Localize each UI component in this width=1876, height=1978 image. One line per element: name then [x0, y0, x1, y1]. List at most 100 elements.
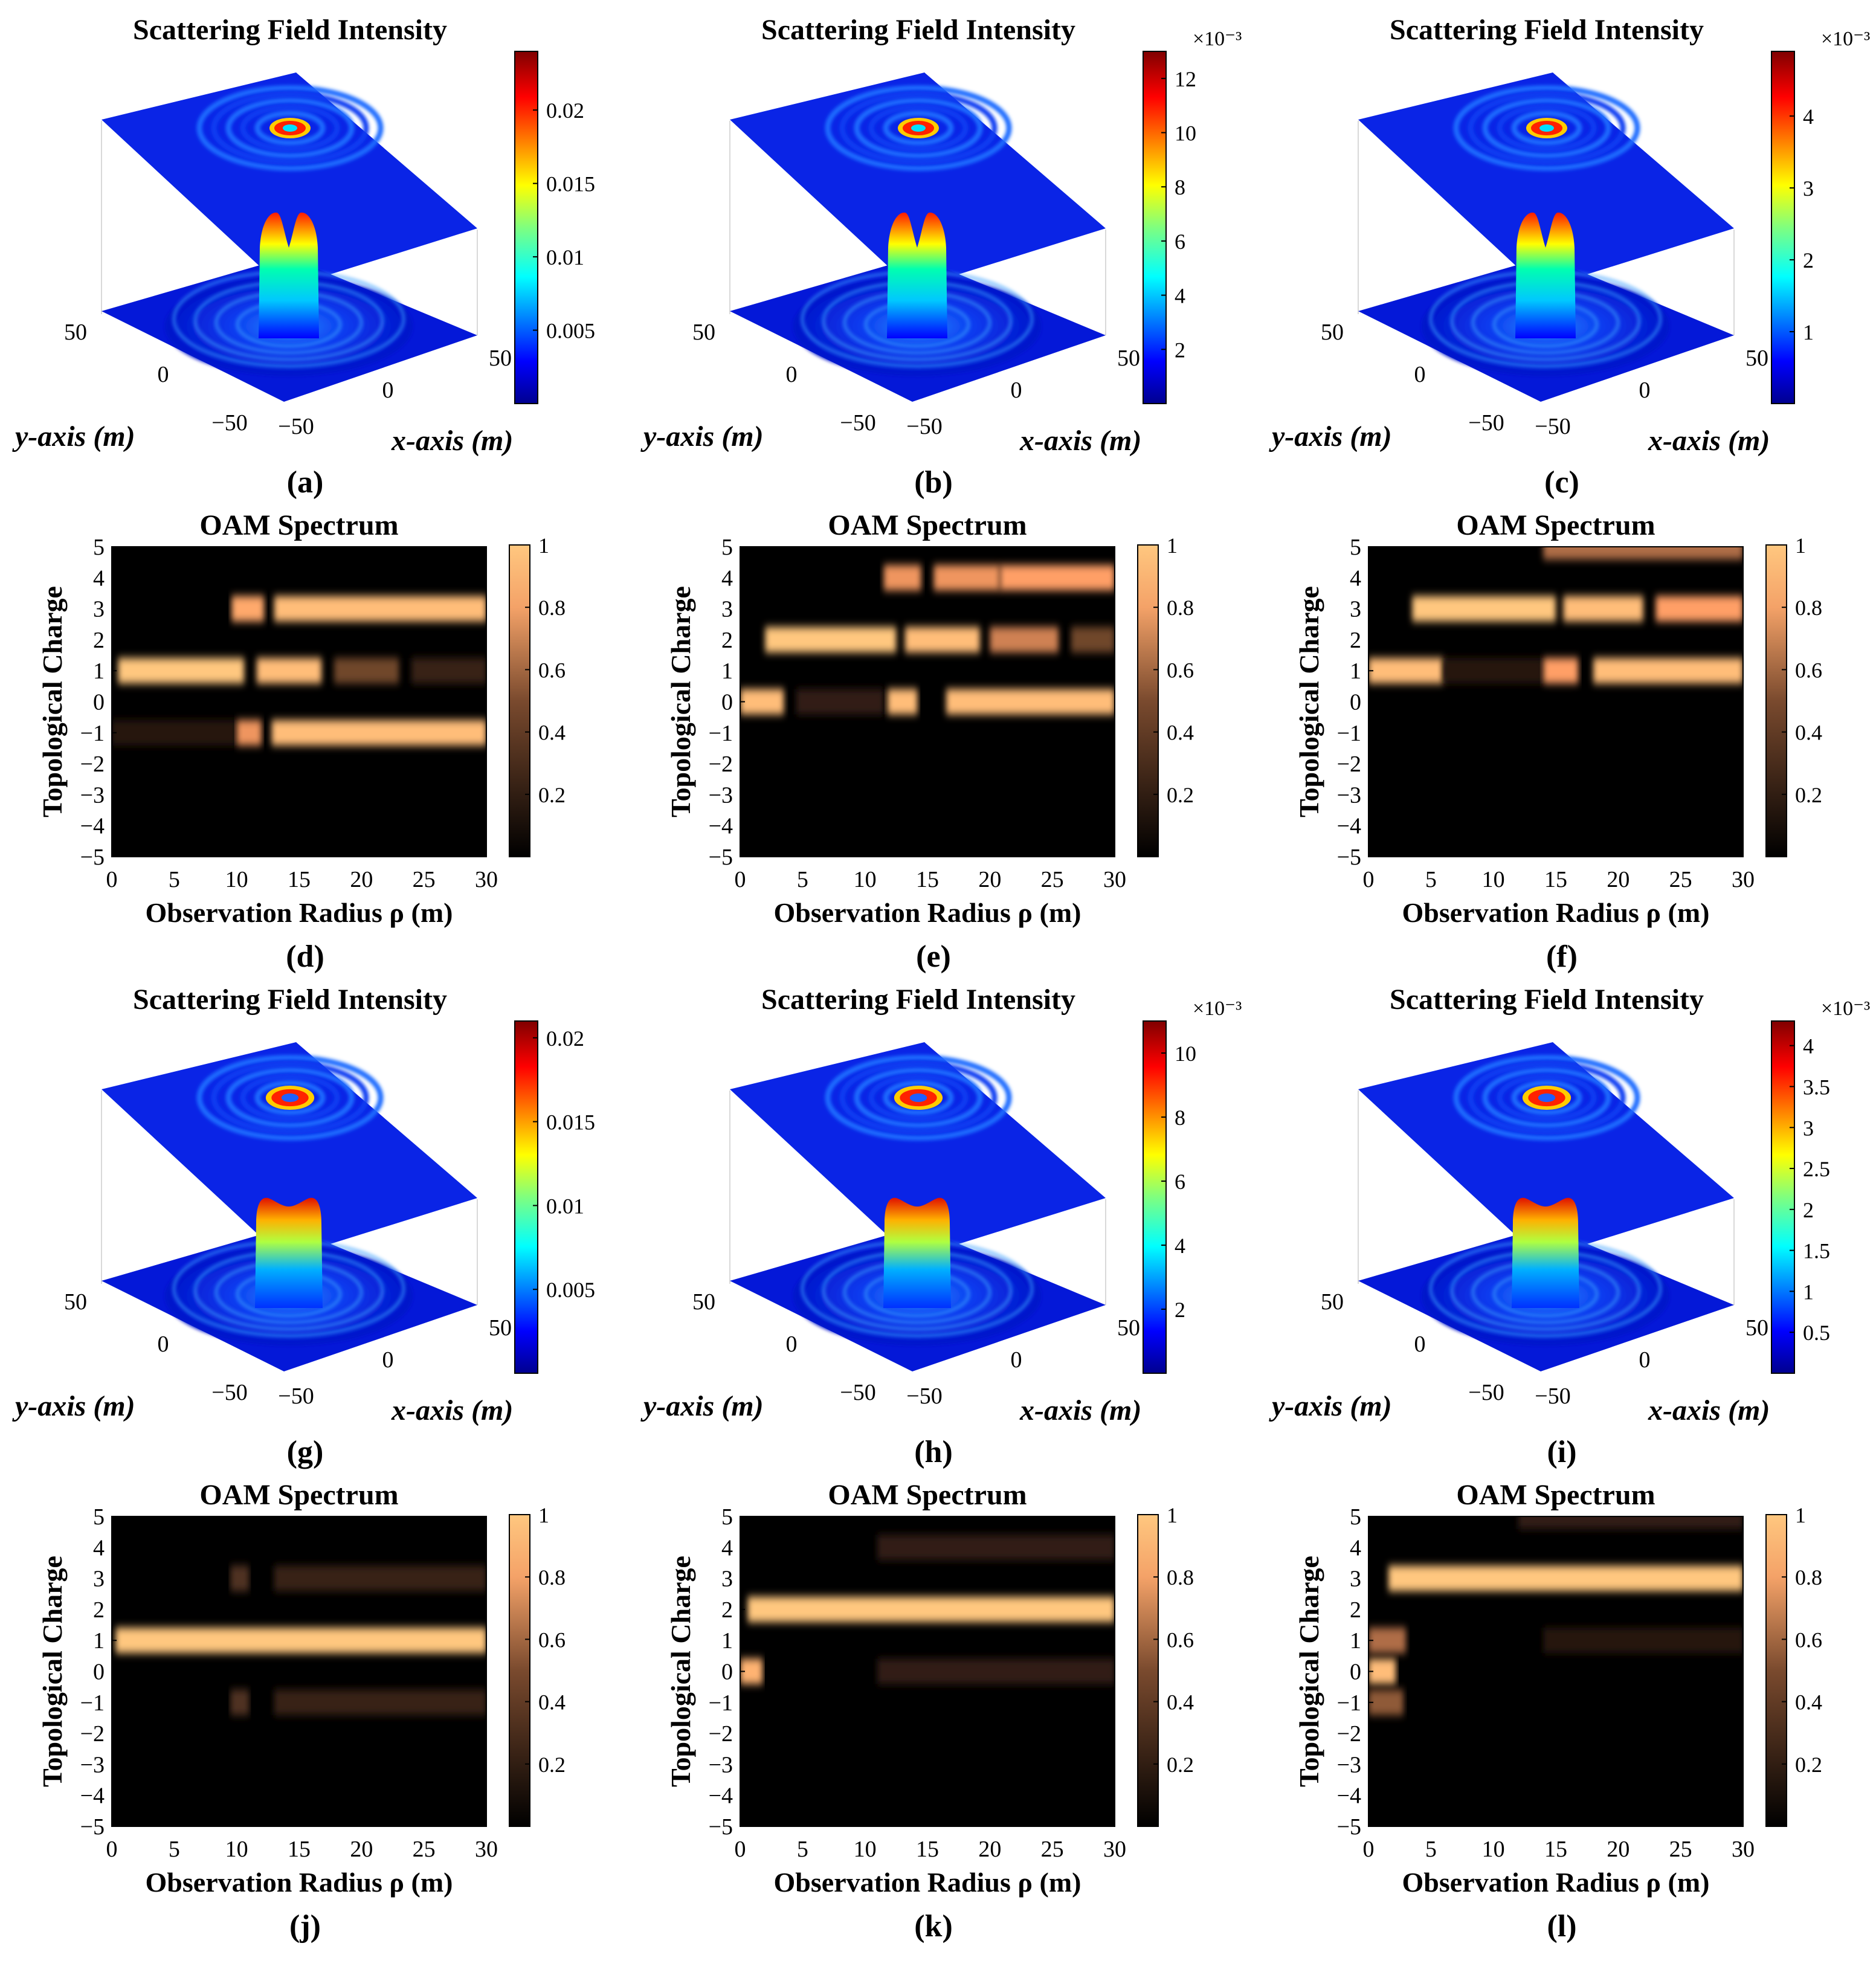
x-axis-label: Observation Radius ρ (m): [1402, 1867, 1710, 1898]
band-layer: [112, 596, 486, 746]
colorbar-tick-label: 1.5: [1803, 1239, 1830, 1263]
colorbar-tick-label: 0.6: [538, 658, 566, 682]
y-axis-label: Topological Charge: [37, 1556, 68, 1787]
y-tick-label: −3: [80, 1752, 105, 1777]
colorbar-tick-label: 0.02: [546, 1026, 584, 1051]
y-tick-label: 4: [721, 565, 733, 591]
y-tick-label: 0: [1350, 1660, 1361, 1685]
y-tick-label: 2: [721, 628, 733, 653]
heatmap-chart-j: OAM Spectrum −5 −4 −3 −2 −1 0 1 2 3 4 5 0 5 10 15 20 25 30…: [37, 1479, 566, 1898]
band-segment: [1655, 596, 1743, 622]
colorbar-tick-label: 0.01: [546, 1194, 584, 1218]
band-segment: [1388, 1565, 1743, 1591]
band-segment: [877, 1658, 1115, 1684]
colorbar: [1765, 1514, 1787, 1827]
projection-ring: [196, 85, 384, 171]
y-tick-label: −2: [709, 1721, 733, 1747]
projection-plane: [1358, 72, 1734, 289]
heatmap-chart-d: OAM Spectrum −5 −4 −3 −2 −1 0 1 2 3 4 5 0 5 10 15 20 25 30…: [37, 509, 566, 928]
y-tick: 0: [158, 1332, 169, 1357]
x-axis-label: Observation Radius ρ (m): [774, 1867, 1081, 1898]
projection-ring: [883, 111, 954, 146]
colorbar-tick-label: 6: [1175, 230, 1185, 254]
colorbar-tick-label: 0.4: [1795, 1690, 1822, 1715]
x-tick-label: 0: [1363, 867, 1375, 892]
plot-area: [112, 1516, 486, 1826]
colorbar-tick-label: 1: [1803, 1280, 1814, 1304]
y-tick-label: 1: [93, 659, 105, 684]
y-tick-label: −3: [1337, 782, 1361, 808]
colorbar: [514, 51, 538, 404]
band-segment: [747, 1596, 1115, 1622]
band-segment: [115, 1628, 486, 1654]
projection-ring: [1497, 1074, 1597, 1122]
y-tick-label: −3: [1337, 1752, 1361, 1777]
x-tick-label: 0: [735, 867, 746, 892]
projection-ring: [854, 1068, 983, 1128]
band-segment: [236, 720, 262, 746]
band-segment: [1071, 627, 1115, 652]
chart-title: OAM Spectrum: [1456, 1479, 1655, 1511]
band-segment: [946, 689, 1115, 715]
heatmap-chart-e: OAM Spectrum −5 −4 −3 −2 −1 0 1 2 3 4 5 0 5 10 15 20 25 30…: [665, 509, 1194, 928]
x-tick-label: 10: [854, 1837, 877, 1862]
y-tick-label: −4: [709, 1783, 733, 1809]
band-layer: [1368, 1516, 1743, 1715]
panel-label: (l): [1547, 1909, 1576, 1944]
projection-ring: [196, 1055, 384, 1141]
y-tick-label: −4: [80, 1783, 105, 1809]
y-tick-label: −1: [80, 1690, 105, 1716]
y-tick-label: −5: [1337, 1814, 1361, 1840]
x-tick-label: 20: [1607, 1837, 1629, 1862]
y-tick-label: −2: [1337, 1721, 1361, 1747]
y-tick-label: −1: [1337, 1690, 1361, 1716]
x-tick-label: 15: [288, 1837, 311, 1862]
surface-chart-h: Scattering Field Intensity 50 0 −50 −50 0 50 y-…: [640, 984, 1242, 1426]
colorbar-tick-label: 0.015: [546, 1110, 595, 1135]
projection-plane: [730, 72, 1106, 289]
colorbar-tick-label: 3: [1803, 176, 1814, 201]
projection-ring: [240, 104, 340, 152]
colorbar-tick-label: 0.015: [546, 172, 595, 196]
colorbar-tick-label: 10: [1175, 1042, 1196, 1066]
heatmap-chart-l: OAM Spectrum −5 −4 −3 −2 −1 0 1 2 3 4 5 0 5 10 15 20 25 30…: [1294, 1479, 1822, 1898]
y-tick-label: −3: [80, 782, 105, 808]
projection-ring: [254, 111, 326, 146]
surface-peak: [883, 1197, 951, 1308]
plot-area: [1368, 1516, 1743, 1826]
colorbar-tick-label: 0.005: [546, 1278, 595, 1302]
band-segment: [1368, 658, 1443, 684]
projection-ring: [868, 104, 969, 152]
x-tick-label: 15: [288, 867, 311, 892]
y-tick-label: 0: [93, 690, 105, 715]
band-segment: [904, 627, 980, 652]
x-tick-label: 15: [916, 867, 939, 892]
colorbar-tick-label: 0.2: [1167, 783, 1194, 807]
panel-label: (i): [1547, 1435, 1576, 1469]
y-tick: 0: [786, 362, 798, 387]
x-tick-label: 0: [106, 867, 118, 892]
x-axis-label: x-axis (m): [1019, 1394, 1141, 1426]
band-segment: [1368, 1628, 1406, 1654]
y-tick-label: 0: [93, 1660, 105, 1685]
projection-center: [1538, 1093, 1556, 1103]
x-tick: −50: [906, 414, 942, 439]
projection-ring: [868, 1074, 969, 1122]
band-segment: [334, 658, 399, 684]
panel-label: (j): [289, 1909, 321, 1944]
colorbar: [514, 1020, 538, 1374]
projection-ring: [1468, 91, 1626, 165]
band-segment: [112, 720, 237, 746]
x-tick: 0: [1011, 1347, 1022, 1373]
x-tick: −50: [1535, 1384, 1570, 1409]
colorbar-tick-label: 0.8: [1167, 596, 1194, 620]
projection-ring: [1482, 98, 1611, 158]
panel-label: (c): [1544, 465, 1579, 500]
y-axis-label: Topological Charge: [665, 1556, 696, 1787]
y-tick: 0: [1414, 362, 1426, 387]
colorbar-tick-label: 0.4: [538, 1690, 566, 1715]
y-axis-label: Topological Charge: [1294, 586, 1324, 817]
projection-ring: [1453, 85, 1640, 171]
x-tick: 50: [1745, 1315, 1768, 1341]
colorbar-tick-label: 2: [1803, 248, 1814, 272]
